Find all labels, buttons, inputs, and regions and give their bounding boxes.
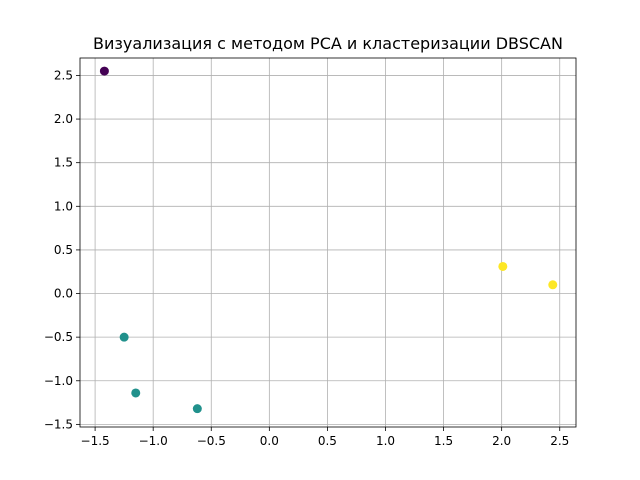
y-tick-label: 2.5 (54, 68, 73, 82)
x-tick-label: 1.5 (434, 434, 453, 448)
x-tick-label: −1.0 (139, 434, 168, 448)
y-tick-label: −0.5 (44, 330, 73, 344)
grid (80, 58, 576, 427)
x-tick-label: 1.0 (376, 434, 395, 448)
x-tick-label: −1.5 (81, 434, 110, 448)
scatter-point (131, 388, 141, 398)
scatter-point (498, 261, 508, 271)
scatter-point (99, 66, 109, 76)
x-tick-label: −0.5 (197, 434, 226, 448)
x-tick-label: 2.5 (550, 434, 569, 448)
x-tick-label: 2.0 (492, 434, 511, 448)
scatter-point (119, 332, 129, 342)
y-tick-label: 1.5 (54, 156, 73, 170)
x-tick-label: 0.0 (260, 434, 279, 448)
x-tick-label: 0.5 (318, 434, 337, 448)
y-tick-label: −1.0 (44, 374, 73, 388)
plot-area-frame (79, 57, 577, 428)
scatter-point (192, 404, 202, 414)
chart-title: Визуализация с методом PCA и кластеризац… (93, 34, 563, 53)
y-tick-label: 2.0 (54, 112, 73, 126)
y-tick-label: 1.0 (54, 199, 73, 213)
axis-ticks: −1.5 −1.0 −0.5 0.0 0.5 1.0 1.5 2.0 2.5 −1.5 −1.0 −0… (44, 68, 569, 448)
y-tick-label: −1.5 (44, 417, 73, 431)
data-points (99, 66, 558, 414)
y-tick-label: 0.5 (54, 243, 73, 257)
y-tick-label: 0.0 (54, 287, 73, 301)
scatter-point (548, 280, 558, 290)
